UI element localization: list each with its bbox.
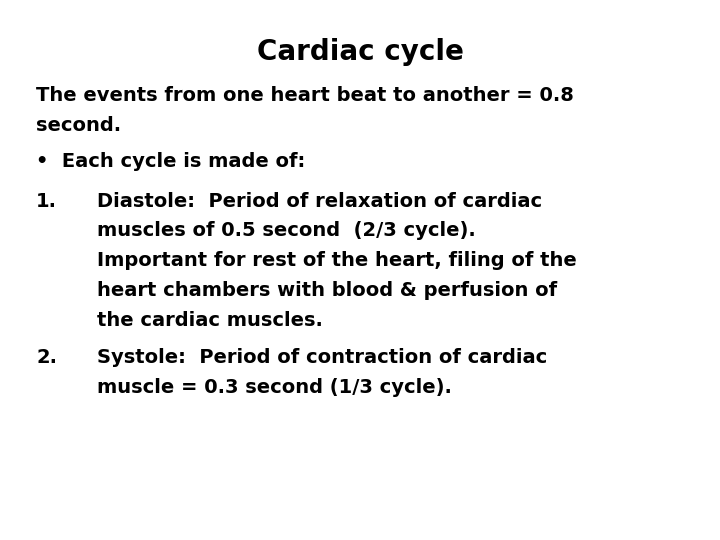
Text: 1.: 1. bbox=[36, 192, 57, 211]
Text: Cardiac cycle: Cardiac cycle bbox=[256, 38, 464, 66]
Text: muscle = 0.3 second (1/3 cycle).: muscle = 0.3 second (1/3 cycle). bbox=[97, 378, 452, 397]
Text: Important for rest of the heart, filing of the: Important for rest of the heart, filing … bbox=[97, 251, 577, 270]
Text: 2.: 2. bbox=[36, 348, 57, 367]
Text: second.: second. bbox=[36, 116, 121, 135]
Text: The events from one heart beat to another = 0.8: The events from one heart beat to anothe… bbox=[36, 86, 574, 105]
Text: •  Each cycle is made of:: • Each cycle is made of: bbox=[36, 152, 305, 171]
Text: Diastole:  Period of relaxation of cardiac: Diastole: Period of relaxation of cardia… bbox=[97, 192, 542, 211]
Text: heart chambers with blood & perfusion of: heart chambers with blood & perfusion of bbox=[97, 281, 557, 300]
Text: muscles of 0.5 second  (2/3 cycle).: muscles of 0.5 second (2/3 cycle). bbox=[97, 221, 476, 240]
Text: the cardiac muscles.: the cardiac muscles. bbox=[97, 310, 323, 329]
Text: Systole:  Period of contraction of cardiac: Systole: Period of contraction of cardia… bbox=[97, 348, 547, 367]
